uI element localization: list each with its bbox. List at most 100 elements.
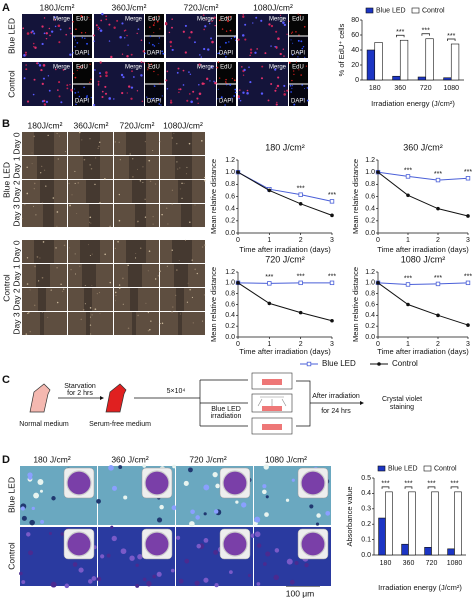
scratch <box>36 264 50 287</box>
cell <box>203 512 207 516</box>
cell <box>196 543 202 549</box>
cell <box>131 70 133 73</box>
step-label: for 2 hrs <box>67 390 93 397</box>
cell <box>204 176 206 179</box>
cell <box>104 92 108 95</box>
cell <box>126 34 128 37</box>
step-label: irradiation <box>211 413 242 420</box>
cell <box>195 515 200 520</box>
cell <box>171 48 174 52</box>
cell <box>74 92 77 94</box>
cell <box>99 202 101 204</box>
cell <box>114 291 117 294</box>
cell <box>260 77 264 80</box>
cell <box>148 250 151 253</box>
cell <box>279 52 282 56</box>
well <box>222 531 248 557</box>
cell <box>234 91 237 94</box>
sig-label: *** <box>265 274 273 281</box>
cell <box>118 219 121 222</box>
cell <box>300 74 302 76</box>
cell <box>242 15 245 18</box>
cell <box>26 100 30 103</box>
cell <box>213 549 219 555</box>
cell <box>136 90 139 92</box>
cell <box>275 30 278 33</box>
scratch <box>82 264 96 287</box>
cell <box>76 69 78 71</box>
point <box>466 323 470 327</box>
cell <box>162 52 165 55</box>
cell <box>172 464 176 469</box>
cell <box>33 32 36 35</box>
channel-label: EdU <box>76 17 88 23</box>
cell <box>152 574 157 579</box>
cell <box>41 82 44 86</box>
cell <box>209 80 211 82</box>
cell <box>89 81 91 84</box>
cell <box>233 36 236 39</box>
cell <box>114 141 117 143</box>
y-tick-label: 1.0 <box>365 280 375 287</box>
cell <box>262 489 267 495</box>
y-tick-label: 60 <box>351 32 359 39</box>
cell <box>224 41 227 44</box>
micrograph <box>217 14 236 36</box>
row-label: Blue LED <box>6 18 16 54</box>
cell <box>82 309 85 311</box>
cell <box>121 53 124 55</box>
cell <box>159 270 161 272</box>
cell <box>69 204 71 207</box>
y-tick-label: 0.6 <box>225 301 235 308</box>
cell <box>286 33 288 35</box>
cell <box>288 61 291 64</box>
micrograph <box>145 36 164 58</box>
micrograph <box>238 62 288 106</box>
cell <box>169 101 173 104</box>
cell <box>244 23 247 26</box>
y-tick-label: 0.0 <box>225 334 235 341</box>
scratch <box>84 288 92 311</box>
cell <box>59 28 62 31</box>
x-axis-label: Irradiation energy (J/cm²) <box>378 583 462 592</box>
cell <box>89 216 92 219</box>
cell <box>26 32 30 35</box>
cell <box>228 41 230 43</box>
cell <box>265 495 269 499</box>
cell <box>291 87 293 89</box>
cell <box>68 27 71 30</box>
cell <box>218 19 221 22</box>
cell <box>56 301 59 304</box>
point <box>236 281 240 285</box>
sig-label: *** <box>328 192 336 199</box>
cell <box>256 48 259 50</box>
cell <box>207 48 210 51</box>
cell <box>38 280 40 282</box>
cell <box>213 509 219 514</box>
cell <box>289 579 295 585</box>
cell <box>144 216 147 218</box>
cell <box>274 45 276 48</box>
legend-swatch <box>377 465 386 472</box>
axes <box>377 160 468 234</box>
sig-bracket <box>421 33 430 36</box>
cell <box>135 253 137 254</box>
cell <box>233 79 236 82</box>
cell <box>122 76 125 79</box>
cell <box>276 101 278 104</box>
cell <box>291 79 293 82</box>
legend-label: Control <box>434 465 457 472</box>
y-tick-label: 0.6 <box>225 193 235 200</box>
cell <box>81 15 83 18</box>
cell <box>213 16 216 19</box>
cell <box>274 68 277 71</box>
x-tick-label: 360 <box>394 85 406 92</box>
channel-label: Merge <box>125 65 143 71</box>
series-line <box>377 171 469 181</box>
cell <box>165 207 168 209</box>
cell <box>54 25 57 28</box>
scratch <box>34 240 54 263</box>
series-line <box>237 171 333 216</box>
cell <box>45 37 48 40</box>
cell <box>189 73 192 75</box>
